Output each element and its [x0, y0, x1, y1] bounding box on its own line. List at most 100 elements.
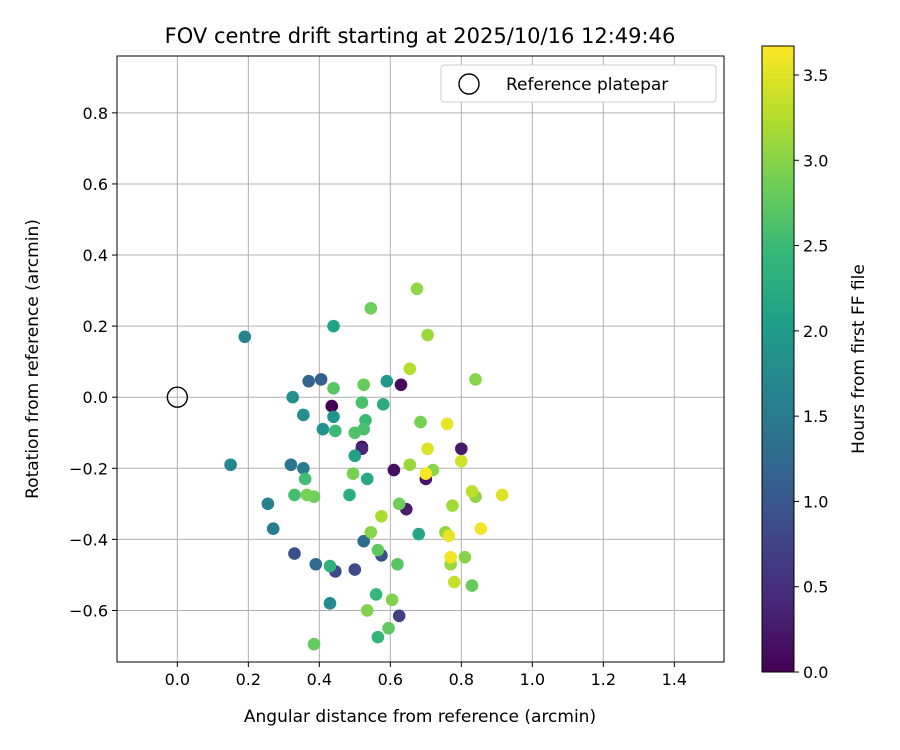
x-tick-label: 0.0 — [165, 670, 190, 689]
scatter-point — [327, 319, 340, 333]
scatter-point — [392, 609, 406, 623]
scatter-point — [391, 557, 404, 571]
scatter-point — [288, 547, 301, 560]
scatter-point — [414, 415, 427, 429]
scatter-point — [447, 575, 461, 589]
scatter-point — [238, 330, 252, 344]
x-tick-label: 0.4 — [307, 670, 332, 689]
scatter-point — [325, 399, 339, 413]
scatter-point — [298, 472, 312, 486]
y-tick-label: 0.8 — [83, 104, 108, 123]
chart-title: FOV centre drift starting at 2025/10/16 … — [165, 24, 676, 48]
reference-marker — [166, 386, 189, 408]
scatter-point — [360, 472, 374, 486]
x-axis-label: Angular distance from reference (arcmin) — [244, 707, 596, 727]
scatter-point — [455, 442, 468, 456]
y-tick-label: −0.6 — [69, 601, 108, 620]
plot-area: 0.0 0.2 0.4 0.6 0.8 1.0 1.2 1.4 −0.6 −0.4 −0.2 0.0… — [69, 55, 725, 689]
scatter-point — [261, 497, 275, 511]
scatter-point — [284, 458, 298, 472]
x-tick-label: 0.8 — [449, 670, 474, 689]
scatter-point — [357, 534, 371, 548]
x-tick-label: 0.6 — [378, 670, 403, 689]
x-axis-ticks: 0.0 0.2 0.4 0.6 0.8 1.0 1.2 1.4 — [165, 662, 687, 689]
scatter-point — [297, 461, 310, 475]
colorbar-tick-label: 3.0 — [803, 151, 828, 170]
scatter-point — [300, 488, 314, 502]
colorbar-tick-label: 2.5 — [803, 237, 828, 256]
grid — [117, 56, 724, 662]
scatter-point — [357, 378, 371, 392]
x-tick-label: 1.2 — [591, 670, 616, 689]
scatter-point — [375, 509, 388, 523]
scatter-point — [323, 559, 337, 573]
scatter-point — [323, 597, 337, 610]
scatter-point — [421, 328, 434, 342]
scatter-point — [458, 550, 472, 564]
colorbar-ticks: 0.0 0.5 1.0 1.5 2.0 2.5 3.0 3.5 — [794, 66, 828, 682]
colorbar-tick-label: 2.0 — [803, 322, 828, 341]
scatter-point — [444, 550, 457, 564]
scatter-point — [369, 588, 383, 601]
legend-box — [440, 64, 717, 103]
scatter-point — [382, 621, 395, 635]
scatter-point — [403, 362, 417, 376]
y-tick-label: −0.4 — [69, 530, 108, 549]
y-tick-label: 0.4 — [83, 246, 108, 265]
scatter-point — [297, 408, 310, 422]
scatter-point — [288, 488, 301, 502]
y-tick-label: 0.2 — [83, 317, 108, 336]
scatter-point — [410, 282, 424, 296]
legend: Reference platepar — [440, 64, 717, 103]
scatter-point — [385, 593, 399, 607]
scatter-point — [316, 422, 330, 436]
scatter-point — [394, 378, 408, 392]
scatter-point — [346, 467, 360, 480]
scatter-point — [302, 374, 315, 388]
y-axis-ticks: −0.6 −0.4 −0.2 0.0 0.2 0.4 0.6 0.8 — [69, 104, 117, 620]
scatter-point — [376, 398, 390, 411]
colorbar-tick-label: 0.5 — [803, 578, 828, 597]
scatter-point — [495, 488, 509, 502]
scatter-point — [469, 373, 482, 386]
scatter-point — [371, 630, 385, 644]
scatter-point — [465, 485, 479, 498]
colorbar-tick-label: 1.0 — [803, 492, 828, 511]
scatter-point — [371, 543, 385, 557]
scatter-point — [387, 463, 401, 477]
scatter-point — [307, 637, 321, 651]
scatter-point — [327, 410, 340, 424]
scatter-point — [314, 373, 328, 386]
scatter-point — [455, 454, 468, 468]
scatter-point — [364, 302, 378, 315]
scatter-point — [442, 529, 456, 543]
x-tick-label: 0.2 — [236, 670, 261, 689]
colorbar-gradient — [761, 45, 795, 673]
scatter-point — [465, 579, 479, 592]
scatter-point — [329, 424, 342, 438]
colorbar-label: Hours from first FF file — [849, 264, 869, 454]
colorbar-tick-label: 0.0 — [803, 663, 828, 682]
scatter-point — [474, 522, 488, 536]
colorbar: 0.0 0.5 1.0 1.5 2.0 2.5 3.0 3.5 Hours from firs… — [761, 45, 869, 682]
scatter-point — [286, 390, 300, 404]
scatter-point — [348, 426, 362, 440]
scatter-point — [419, 467, 433, 480]
scatter-point — [266, 522, 280, 536]
scatter-point — [364, 525, 378, 539]
colorbar-tick-label: 3.5 — [803, 66, 828, 85]
legend-label: Reference platepar — [506, 75, 668, 95]
legend-marker-icon — [458, 73, 480, 95]
y-tick-label: 0.6 — [83, 175, 108, 194]
scatter-point — [440, 417, 454, 431]
plot-background — [117, 56, 724, 662]
scatter-point — [327, 382, 340, 395]
scatter-point — [343, 488, 356, 502]
colorbar-tick-label: 1.5 — [803, 407, 828, 426]
scatter-point — [392, 497, 406, 511]
scatter-point — [380, 374, 394, 388]
scatter-point — [446, 499, 459, 512]
x-tick-label: 1.0 — [520, 670, 545, 689]
scatter-point — [412, 527, 426, 541]
